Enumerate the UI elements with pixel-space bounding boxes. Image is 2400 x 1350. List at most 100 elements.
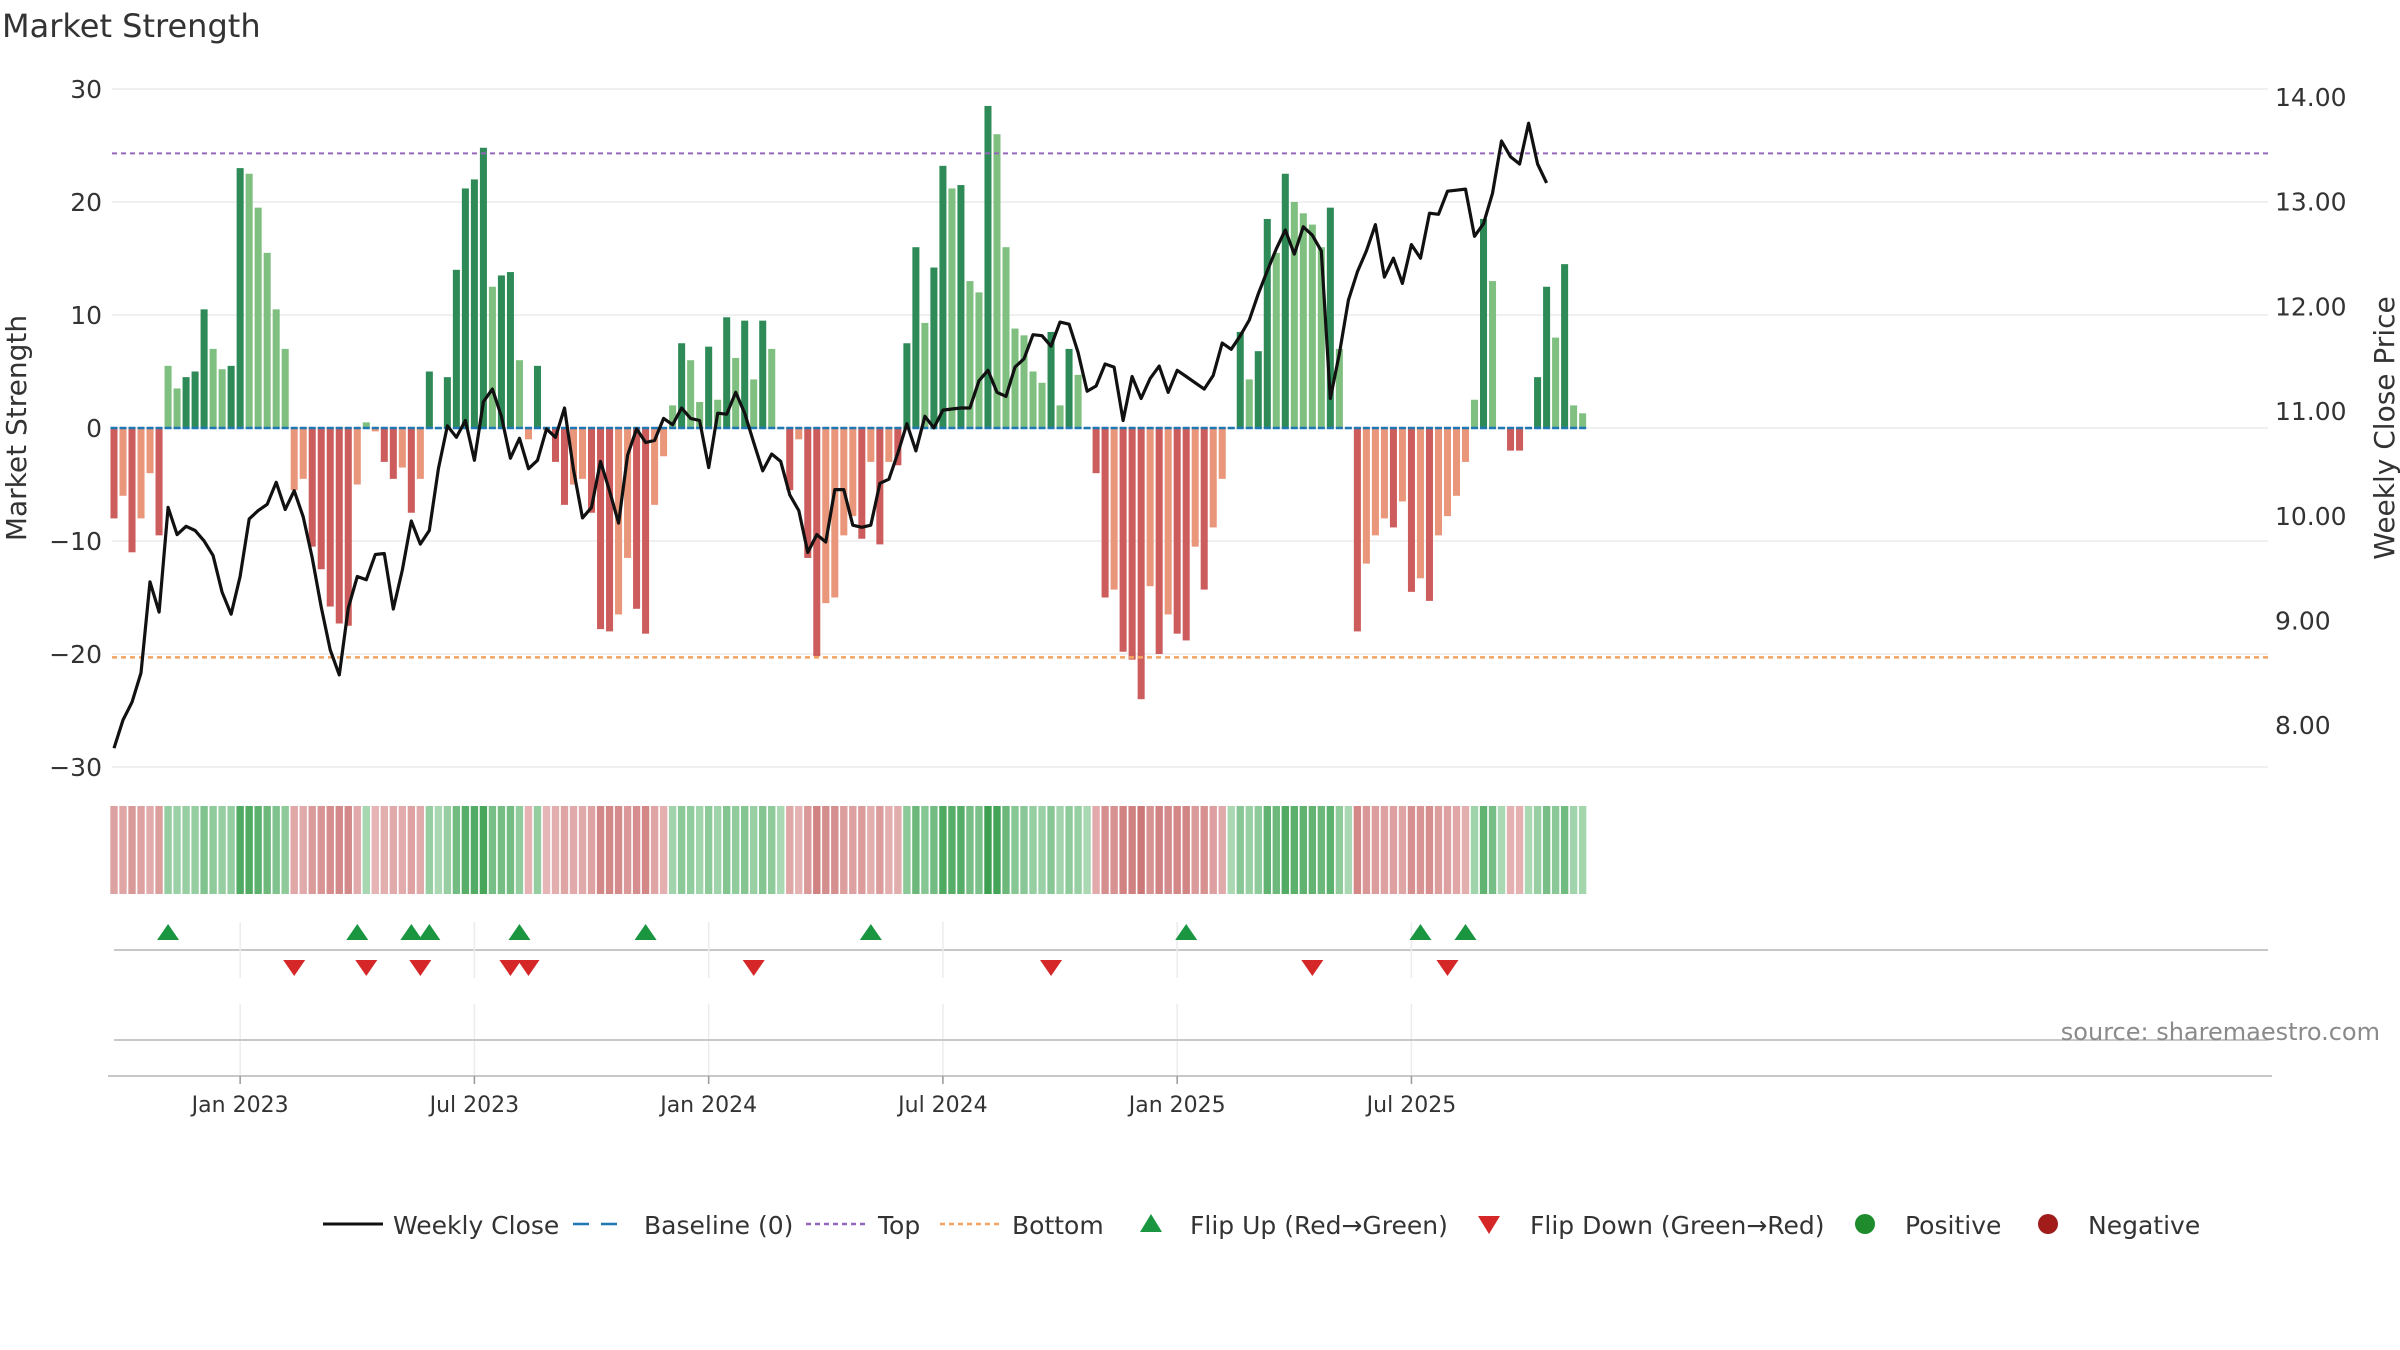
strength-bar: [993, 134, 1001, 428]
heat-cell: [1560, 806, 1569, 894]
heat-cell: [1335, 806, 1344, 894]
strength-bar: [1507, 428, 1515, 451]
strength-bar: [1552, 337, 1560, 428]
heat-cell: [1389, 806, 1398, 894]
heat-cell: [1236, 806, 1244, 894]
strength-bar: [984, 105, 992, 428]
strength-bar: [290, 428, 298, 491]
strength-bar: [191, 371, 199, 428]
heat-cell: [939, 806, 947, 894]
heat-cell: [605, 806, 614, 894]
strength-bar: [1434, 428, 1442, 536]
heat-cell: [686, 806, 695, 894]
flip-up-marker: [508, 924, 531, 940]
strength-bar: [200, 309, 208, 428]
strength-bar: [921, 322, 929, 428]
heat-cell: [560, 806, 569, 894]
heat-cell: [362, 806, 370, 894]
bottom-panel: source: sharemaestro.com: [108, 1004, 2380, 1077]
heat-cell: [470, 806, 479, 894]
heat-cell: [948, 806, 956, 894]
x-tick-label: Jan 2025: [1127, 1093, 1226, 1118]
strength-bar: [371, 428, 379, 432]
strength-bar: [1092, 428, 1100, 474]
right-tick-label: 14.00: [2275, 83, 2347, 112]
strength-bar: [597, 428, 605, 630]
strength-bar: [678, 343, 686, 428]
heat-cell: [434, 806, 443, 894]
strength-bar: [1398, 428, 1406, 502]
strength-bar: [389, 428, 397, 479]
strength-bar: [1155, 428, 1163, 654]
strength-bar: [569, 428, 578, 485]
heat-cell: [804, 806, 812, 894]
left-tick-label: −10: [49, 527, 102, 556]
heat-cell: [831, 806, 839, 894]
heat-cell: [335, 806, 343, 894]
heat-cell: [524, 806, 533, 894]
strength-bar: [506, 272, 514, 428]
heat-cell: [993, 806, 1001, 894]
strength-bar: [272, 309, 280, 428]
strength-bar: [948, 188, 956, 428]
heat-cell: [659, 806, 668, 894]
left-tick-label: −20: [49, 640, 102, 669]
strength-bar: [1020, 335, 1028, 428]
right-tick-label: 10.00: [2275, 502, 2347, 531]
strength-bar: [560, 428, 569, 505]
strength-bar: [858, 428, 866, 539]
strength-bar: [912, 247, 920, 428]
heat-cell: [903, 806, 911, 894]
strength-bar: [1038, 382, 1046, 428]
heat-cell: [1218, 806, 1226, 894]
heat-cell: [1416, 806, 1425, 894]
strength-bar: [660, 428, 668, 457]
strength-bar: [1317, 247, 1325, 428]
strength-bar: [1119, 428, 1127, 652]
flip-up-marker: [634, 924, 657, 940]
heat-cell: [533, 806, 542, 894]
strength-bar: [741, 320, 749, 428]
strength-bar: [1407, 428, 1415, 592]
strength-bars: [110, 105, 1587, 700]
heat-cell: [1065, 806, 1073, 894]
heat-cell: [650, 806, 659, 894]
heat-cell: [353, 806, 361, 894]
heat-cell: [506, 806, 515, 894]
heat-cell: [308, 806, 316, 894]
heat-cell: [1119, 806, 1127, 894]
strength-bar: [822, 428, 830, 604]
strength-bar: [299, 428, 307, 479]
strength-bar: [606, 428, 614, 632]
strength-bar: [975, 292, 983, 428]
strength-bar: [687, 360, 695, 428]
strength-bar: [1353, 428, 1361, 632]
heat-cell: [110, 806, 118, 894]
heat-cell: [479, 806, 488, 894]
heat-cell: [596, 806, 605, 894]
legend-flip-up-triangle-icon: [1140, 1214, 1162, 1232]
strength-bar: [1516, 428, 1524, 451]
left-tick-label: −30: [49, 753, 102, 782]
heat-cell: [155, 806, 163, 894]
heat-cell: [641, 806, 650, 894]
strength-bar: [263, 252, 271, 428]
heat-cell: [1434, 806, 1443, 894]
heat-cell: [1452, 806, 1461, 894]
heat-cell: [1506, 806, 1515, 894]
strength-bar: [344, 428, 352, 626]
flip-up-marker: [859, 924, 882, 940]
heat-cell: [1227, 806, 1235, 894]
heat-cell: [768, 806, 776, 894]
heat-cell: [1542, 806, 1551, 894]
heat-cell: [119, 806, 127, 894]
heat-cell: [1128, 806, 1136, 894]
heat-cell: [218, 806, 226, 894]
heat-cell: [317, 806, 325, 894]
strength-bar: [407, 428, 415, 513]
heat-cell: [1479, 806, 1488, 894]
strength-bar: [894, 428, 902, 466]
heat-cell: [975, 806, 983, 894]
legend-negative-label: Negative: [2088, 1211, 2200, 1240]
